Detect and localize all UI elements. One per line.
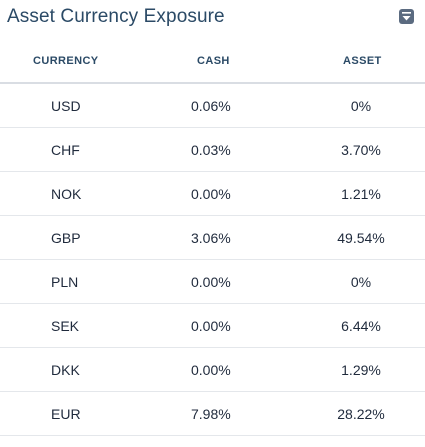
currency-cell: USD [0, 83, 132, 128]
asset-cell: 0% [297, 259, 425, 304]
exposure-table: CURRENCY CASH ASSET USD 0.06% 0% CHF 0.0… [0, 40, 425, 436]
table-row: NOK 0.00% 1.21% [0, 171, 425, 216]
collapse-icon[interactable] [399, 9, 414, 24]
currency-cell: PLN [0, 259, 132, 304]
currency-cell: NOK [0, 171, 132, 216]
cash-cell: 3.06% [132, 215, 297, 260]
cash-cell: 0.00% [132, 259, 297, 304]
column-header-asset[interactable]: ASSET [297, 40, 425, 84]
currency-cell: SEK [0, 303, 132, 348]
collapse-icon-glyph [402, 12, 411, 21]
asset-cell: 28.22% [297, 391, 425, 436]
cash-cell: 0.00% [132, 347, 297, 392]
table-row: DKK 0.00% 1.29% [0, 347, 425, 392]
cash-cell: 0.00% [132, 171, 297, 216]
table-row: SEK 0.00% 6.44% [0, 303, 425, 348]
table-row: PLN 0.00% 0% [0, 259, 425, 304]
table-header-row: CURRENCY CASH ASSET [0, 40, 425, 84]
currency-cell: GBP [0, 215, 132, 260]
column-header-currency[interactable]: CURRENCY [0, 40, 132, 84]
currency-cell: EUR [0, 391, 132, 436]
widget-title: Asset Currency Exposure [7, 6, 225, 27]
currency-cell: DKK [0, 347, 132, 392]
cash-cell: 0.06% [132, 83, 297, 128]
asset-cell: 49.54% [297, 215, 425, 260]
column-header-cash[interactable]: CASH [132, 40, 297, 84]
table-row: EUR 7.98% 28.22% [0, 391, 425, 436]
cash-cell: 0.00% [132, 303, 297, 348]
asset-cell: 1.29% [297, 347, 425, 392]
asset-cell: 0% [297, 83, 425, 128]
currency-cell: CHF [0, 127, 132, 172]
asset-cell: 6.44% [297, 303, 425, 348]
widget-header: Asset Currency Exposure [0, 0, 425, 36]
table-row: GBP 3.06% 49.54% [0, 215, 425, 260]
asset-cell: 1.21% [297, 171, 425, 216]
table-row: USD 0.06% 0% [0, 83, 425, 128]
cash-cell: 7.98% [132, 391, 297, 436]
asset-cell: 3.70% [297, 127, 425, 172]
table-row: CHF 0.03% 3.70% [0, 127, 425, 172]
cash-cell: 0.03% [132, 127, 297, 172]
